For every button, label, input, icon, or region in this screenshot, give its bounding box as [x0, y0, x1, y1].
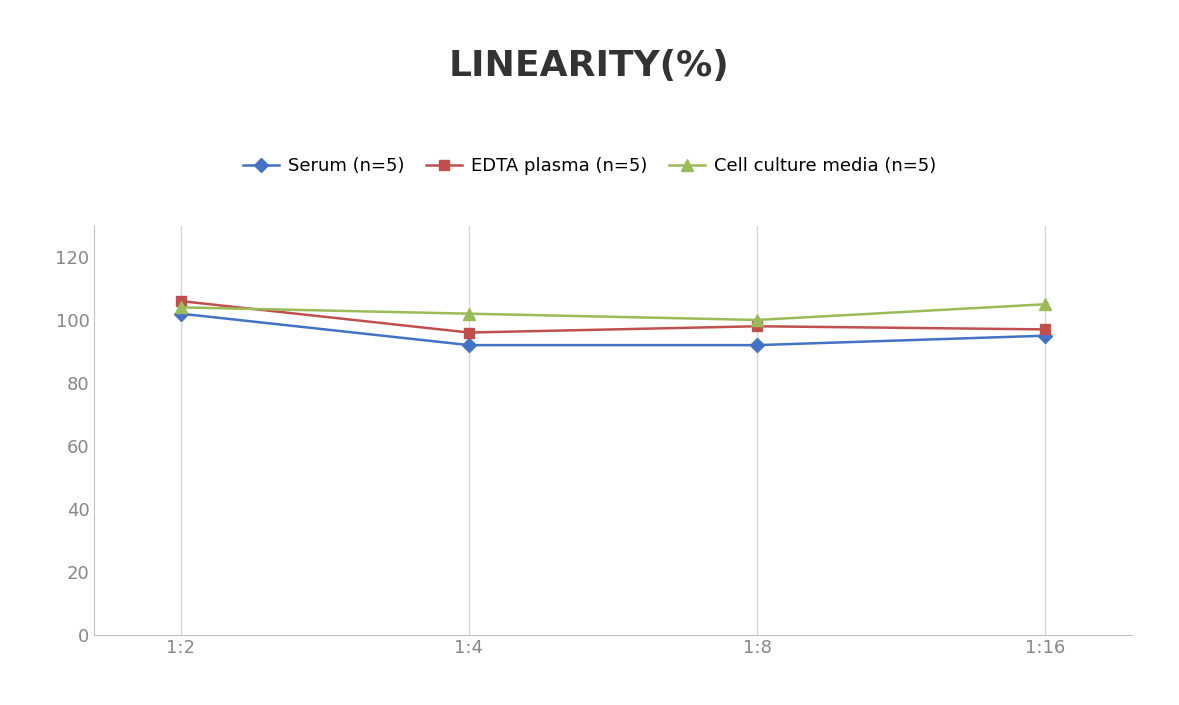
Line: EDTA plasma (n=5): EDTA plasma (n=5) [176, 296, 1050, 338]
EDTA plasma (n=5) [1039, 325, 1053, 333]
Cell culture media (n=5) [750, 316, 764, 324]
Cell culture media (n=5) [173, 303, 187, 312]
Serum (n=5) [173, 309, 187, 318]
EDTA plasma (n=5) [173, 297, 187, 305]
Cell culture media (n=5) [1039, 300, 1053, 309]
Line: Cell culture media (n=5): Cell culture media (n=5) [176, 299, 1050, 326]
Serum (n=5) [462, 341, 476, 350]
Line: Serum (n=5): Serum (n=5) [176, 309, 1050, 350]
Serum (n=5) [1039, 331, 1053, 340]
Text: LINEARITY(%): LINEARITY(%) [449, 49, 730, 83]
EDTA plasma (n=5) [462, 329, 476, 337]
Cell culture media (n=5) [462, 309, 476, 318]
Serum (n=5) [750, 341, 764, 350]
EDTA plasma (n=5) [750, 322, 764, 331]
Legend: Serum (n=5), EDTA plasma (n=5), Cell culture media (n=5): Serum (n=5), EDTA plasma (n=5), Cell cul… [236, 150, 943, 183]
